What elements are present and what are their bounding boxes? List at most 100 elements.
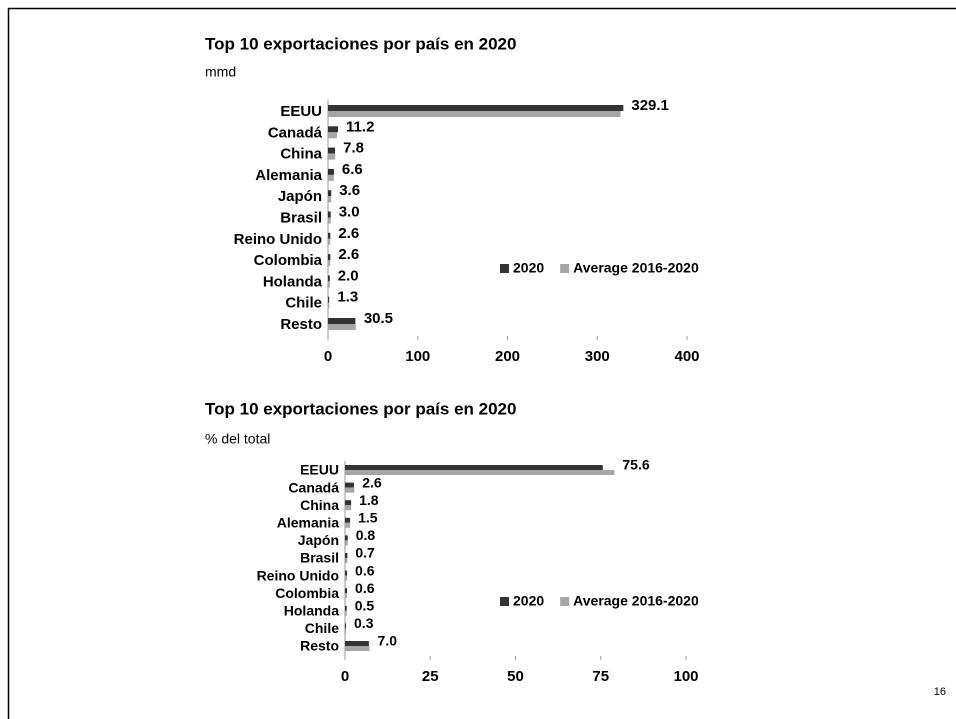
x-tick-label: 0	[341, 668, 349, 685]
legend-swatch	[560, 264, 570, 273]
legend-label: Average 2016-2020	[573, 260, 699, 276]
category-label: Resto	[300, 638, 339, 654]
bar	[328, 111, 621, 117]
bar	[328, 232, 331, 239]
bar	[345, 540, 348, 546]
data-label: 0.3	[354, 615, 374, 631]
data-label: 0.6	[355, 562, 375, 578]
category-label: Brasil	[300, 550, 339, 566]
bar	[345, 605, 347, 611]
bar	[328, 147, 336, 154]
category-label: Holanda	[263, 273, 323, 290]
category-label: Colombia	[254, 252, 323, 269]
bar	[345, 470, 615, 475]
legend-swatch	[560, 597, 570, 606]
legend-label: 2020	[513, 593, 544, 609]
bar	[328, 190, 332, 197]
data-label: 329.1	[631, 97, 669, 114]
bar	[328, 126, 339, 133]
data-label: 7.0	[378, 633, 398, 649]
legend-swatch	[500, 597, 509, 606]
x-tick-label: 200	[495, 348, 520, 365]
category-label: Holanda	[284, 603, 339, 619]
bar	[328, 238, 331, 245]
chart-title: Top 10 exportaciones por país en 2020	[205, 399, 516, 418]
chart-title: Top 10 exportaciones por país en 2020	[205, 34, 516, 53]
x-tick-label: 50	[507, 668, 524, 685]
category-label: Japón	[278, 188, 322, 205]
bar	[328, 153, 336, 160]
bar	[328, 318, 356, 324]
category-label: Brasil	[280, 209, 322, 226]
data-label: 1.5	[358, 510, 378, 526]
bar	[345, 558, 348, 563]
bar	[328, 260, 331, 267]
bar	[345, 505, 352, 511]
bar	[328, 275, 330, 282]
bar	[328, 254, 331, 261]
data-label: 2.6	[338, 225, 359, 242]
category-label: EEUU	[280, 103, 322, 120]
category-label: Resto	[280, 316, 322, 333]
category-label: Alemania	[277, 515, 339, 531]
bar	[345, 522, 351, 528]
data-label: 75.6	[622, 457, 649, 473]
bar	[345, 623, 347, 629]
x-tick-label: 0	[324, 348, 332, 365]
bar	[345, 593, 348, 599]
data-label: 1.3	[337, 289, 358, 306]
bar	[345, 628, 347, 634]
data-label: 3.0	[339, 203, 360, 220]
data-label: 11.2	[346, 118, 374, 135]
category-label: Canadá	[268, 124, 323, 141]
bar	[345, 570, 348, 576]
page-number: 16	[934, 686, 946, 698]
data-label: 2.0	[338, 267, 359, 284]
bar	[345, 517, 351, 523]
bar	[328, 174, 334, 181]
bar	[328, 168, 334, 175]
bar	[328, 132, 337, 139]
bar	[345, 500, 352, 506]
bar	[328, 302, 330, 309]
x-tick-label: 25	[422, 668, 439, 685]
bar	[345, 465, 603, 470]
x-tick-label: 300	[585, 348, 610, 365]
legend-label: 2020	[513, 260, 544, 276]
data-label: 30.5	[364, 310, 393, 327]
data-label: 0.8	[356, 527, 376, 543]
data-label: 3.6	[339, 182, 360, 199]
x-tick-label: 75	[592, 668, 609, 685]
category-label: Chile	[285, 295, 322, 312]
bar	[328, 324, 356, 330]
bar	[328, 211, 331, 218]
bar	[345, 487, 355, 493]
category-label: Canadá	[288, 479, 339, 495]
data-label: 2.6	[338, 246, 359, 263]
category-label: China	[280, 146, 322, 163]
bar	[345, 575, 348, 581]
data-label: 0.6	[355, 580, 375, 596]
chart-subtitle: mmd	[205, 64, 236, 80]
bar	[345, 641, 369, 646]
bar	[345, 610, 347, 616]
category-label: Japón	[298, 532, 339, 548]
x-tick-label: 400	[674, 348, 699, 365]
bar	[345, 588, 348, 594]
data-label: 7.8	[343, 140, 364, 157]
data-label: 0.7	[355, 545, 375, 561]
bar	[328, 281, 330, 288]
data-label: 1.8	[359, 492, 379, 508]
bar	[345, 646, 370, 651]
bar	[328, 196, 332, 203]
bar	[328, 217, 331, 224]
category-label: Alemania	[255, 167, 322, 184]
data-label: 2.6	[362, 474, 382, 490]
data-label: 0.5	[355, 598, 375, 614]
bar	[345, 482, 354, 488]
data-label: 6.6	[342, 161, 363, 178]
bar	[345, 535, 348, 541]
bar	[345, 553, 348, 558]
category-label: Reino Unido	[234, 231, 322, 248]
